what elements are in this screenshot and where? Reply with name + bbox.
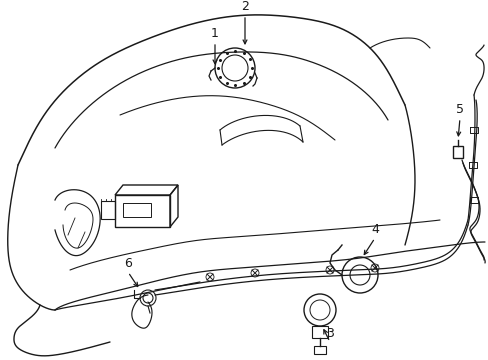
Text: 6: 6 xyxy=(124,257,132,270)
Bar xyxy=(123,203,151,217)
Text: 5: 5 xyxy=(455,103,463,116)
Bar xyxy=(115,195,170,227)
Bar xyxy=(101,201,115,219)
Text: 3: 3 xyxy=(325,327,333,340)
Bar xyxy=(452,146,462,158)
Bar xyxy=(311,326,327,338)
Text: 1: 1 xyxy=(211,27,219,40)
Text: 2: 2 xyxy=(241,0,248,13)
Bar xyxy=(313,346,325,354)
Text: 4: 4 xyxy=(370,223,378,236)
